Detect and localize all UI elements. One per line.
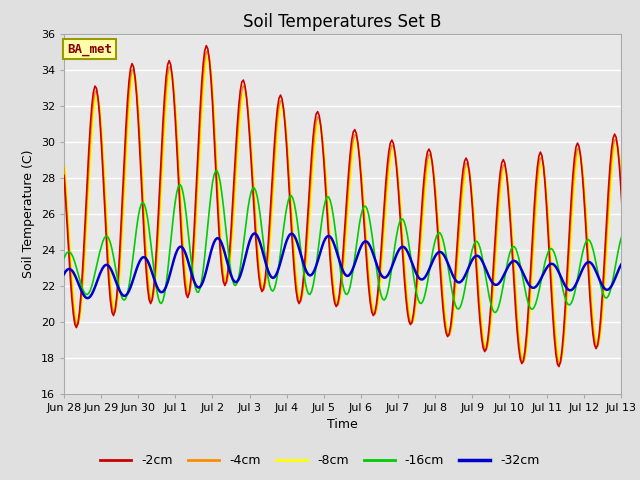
Legend: -2cm, -4cm, -8cm, -16cm, -32cm: -2cm, -4cm, -8cm, -16cm, -32cm [94, 448, 546, 474]
Text: BA_met: BA_met [67, 43, 112, 56]
Title: Soil Temperatures Set B: Soil Temperatures Set B [243, 12, 442, 31]
Y-axis label: Soil Temperature (C): Soil Temperature (C) [22, 149, 35, 278]
X-axis label: Time: Time [327, 418, 358, 431]
